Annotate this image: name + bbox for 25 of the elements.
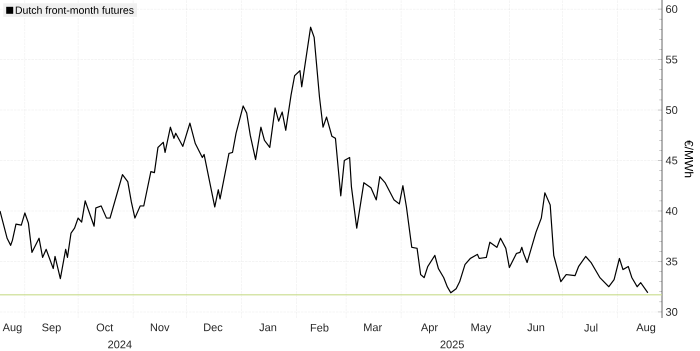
y-tick-label: 55: [666, 56, 678, 64]
y-tick-label: 30: [666, 308, 678, 316]
y-tick-label: 40: [666, 207, 678, 215]
x-tick-label: Oct: [96, 324, 114, 332]
line-series: [0, 26, 648, 294]
x-tick-label: Mar: [364, 324, 382, 332]
y-tick-label: 60: [666, 5, 678, 13]
y-tick-label: 45: [666, 156, 678, 164]
text: 2025: [440, 340, 464, 348]
legend-label: Dutch front-month futures: [16, 6, 134, 14]
x-tick-label: Apr: [420, 324, 438, 334]
x-tick-label: Jun: [527, 324, 544, 332]
text: 2024: [108, 340, 132, 348]
x-tick-label: Dec: [204, 324, 222, 332]
y-tick-label: 35: [666, 258, 678, 266]
x-tick-label: Sep: [42, 324, 61, 334]
x-tick-label: Jul: [584, 324, 598, 332]
x-tick-label: Jan: [259, 324, 276, 332]
x-tick-label: Nov: [150, 324, 170, 332]
x-tick-label: Aug: [2, 324, 22, 334]
y-axis-title: €/MWh: [684, 140, 694, 178]
x-tick-label: Feb: [310, 324, 328, 332]
x-tick-label: May: [471, 324, 492, 334]
y-tick-label: 50: [666, 106, 678, 114]
x-tick-label: Aug: [636, 324, 656, 334]
